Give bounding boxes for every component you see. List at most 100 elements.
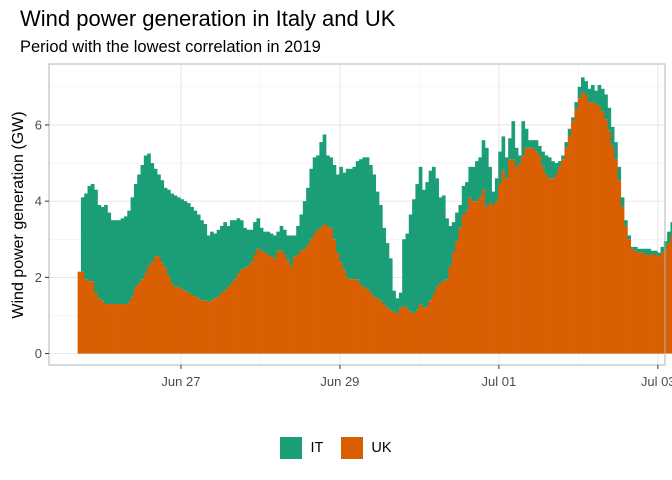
bar-uk	[375, 298, 380, 354]
bar-uk	[140, 279, 145, 354]
bar-it	[150, 163, 155, 263]
bar-it	[289, 235, 294, 266]
bar-uk	[388, 309, 393, 354]
bar-it	[183, 201, 188, 291]
bar-uk	[392, 311, 396, 354]
bar-it	[521, 121, 526, 156]
legend-swatch-uk	[341, 437, 364, 459]
bar-it	[544, 155, 549, 175]
bar-uk	[220, 292, 224, 354]
bar-uk	[660, 252, 665, 354]
bar-uk	[322, 224, 327, 354]
bar-it	[216, 229, 221, 297]
bar-it	[514, 147, 519, 167]
bar-it	[286, 235, 290, 261]
bar-it	[120, 218, 125, 305]
bar-uk	[528, 147, 532, 354]
bar-uk	[544, 174, 549, 354]
bar-uk	[312, 233, 317, 354]
bar-it	[127, 210, 131, 303]
bar-it	[531, 140, 535, 148]
bar-uk	[488, 203, 492, 354]
bar-uk	[620, 206, 625, 354]
bar-it	[465, 182, 469, 211]
bar-it	[114, 220, 118, 305]
bar-it	[455, 212, 459, 242]
legend-label-it: IT	[310, 440, 324, 456]
bar-it	[140, 164, 145, 280]
bar-it	[299, 214, 304, 251]
bar-uk	[170, 283, 175, 354]
bar-it	[326, 155, 330, 226]
bar-uk	[104, 304, 108, 354]
bar-uk	[445, 279, 449, 354]
bar-it	[117, 220, 122, 305]
bar-uk	[107, 304, 112, 354]
bar-it	[537, 145, 542, 156]
bar-it	[554, 163, 559, 175]
bar-uk	[326, 225, 330, 354]
plot-border	[48, 63, 666, 366]
bar-uk	[491, 204, 496, 354]
bar-it	[193, 210, 198, 297]
bar-uk	[256, 248, 261, 354]
bar-uk	[624, 225, 628, 354]
bar-uk	[276, 250, 280, 354]
y-tick-label: 0	[35, 346, 42, 361]
bar-it	[640, 248, 645, 253]
bar-uk	[577, 98, 582, 354]
bar-uk	[249, 262, 254, 354]
bar-it	[253, 222, 257, 255]
bar-it	[329, 157, 333, 228]
bar-it	[362, 157, 367, 287]
bar-uk	[617, 180, 622, 354]
bar-it	[80, 197, 85, 272]
bar-it	[385, 243, 390, 308]
bar-uk	[239, 269, 244, 354]
bar-uk	[597, 105, 602, 354]
bar-uk	[365, 288, 370, 354]
bar-uk	[263, 252, 267, 354]
bar-uk	[571, 121, 575, 354]
bar-it	[210, 231, 214, 301]
bar-it	[547, 157, 552, 179]
bar-uk	[422, 307, 426, 354]
bar-it	[607, 107, 612, 131]
bar-it	[508, 138, 512, 160]
bar-uk	[200, 300, 204, 354]
bar-it	[355, 161, 360, 280]
x-tick-label: Jul 03	[641, 374, 672, 389]
bar-it	[160, 180, 165, 263]
bar-it	[425, 182, 430, 306]
bar-uk	[259, 250, 264, 354]
bar-uk	[226, 286, 231, 354]
bar-uk	[484, 206, 489, 354]
bar-it	[458, 204, 463, 228]
bar-uk	[286, 260, 290, 354]
bar-uk	[551, 178, 555, 354]
bar-it	[97, 204, 102, 299]
bar-it	[650, 250, 655, 255]
bar-it	[395, 298, 400, 314]
bar-it	[667, 231, 671, 244]
bar-uk	[600, 111, 605, 354]
bar-it	[263, 231, 267, 253]
bar-it	[110, 220, 115, 305]
bar-uk	[385, 307, 390, 354]
bar-uk	[478, 197, 483, 354]
bar-uk	[412, 313, 416, 354]
bar-uk	[574, 109, 579, 354]
bar-uk	[359, 284, 363, 354]
bar-it	[236, 218, 241, 274]
bar-it	[494, 178, 499, 202]
bar-uk	[236, 273, 241, 354]
bar-uk	[157, 256, 161, 354]
bar-it	[627, 235, 632, 240]
bar-uk	[253, 254, 257, 354]
bar-it	[206, 235, 211, 303]
bar-uk	[587, 102, 592, 354]
bar-uk	[630, 248, 635, 354]
chart-title: Wind power generation in Italy and UK	[20, 6, 396, 31]
bar-uk	[494, 201, 499, 354]
bar-uk	[418, 304, 423, 354]
